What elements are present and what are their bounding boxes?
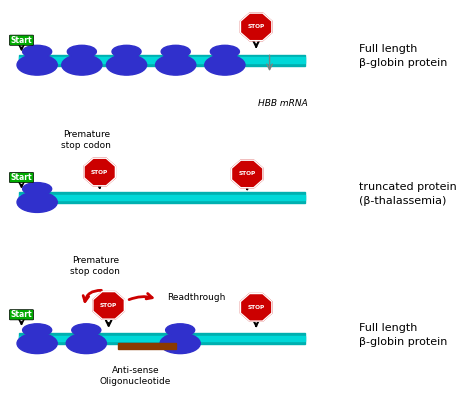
- Text: Readthrough: Readthrough: [167, 293, 225, 302]
- Ellipse shape: [23, 324, 52, 337]
- Text: STOP: STOP: [247, 24, 265, 29]
- Polygon shape: [240, 13, 272, 41]
- Text: STOP: STOP: [91, 169, 109, 175]
- Polygon shape: [240, 293, 272, 321]
- Ellipse shape: [67, 45, 96, 58]
- Text: STOP: STOP: [238, 171, 256, 177]
- Ellipse shape: [62, 55, 102, 75]
- FancyBboxPatch shape: [9, 172, 34, 182]
- Ellipse shape: [160, 333, 201, 354]
- Ellipse shape: [17, 333, 57, 354]
- Text: Start: Start: [11, 310, 32, 319]
- Bar: [19, 192, 305, 203]
- Text: STOP: STOP: [247, 305, 265, 310]
- Ellipse shape: [17, 55, 57, 75]
- Text: Full length
β-globin protein: Full length β-globin protein: [359, 44, 447, 68]
- Text: Start: Start: [11, 173, 32, 182]
- Text: Premature
stop codon: Premature stop codon: [70, 256, 120, 276]
- Polygon shape: [93, 292, 124, 319]
- Ellipse shape: [17, 192, 57, 213]
- Text: STOP: STOP: [100, 303, 117, 308]
- FancyBboxPatch shape: [9, 35, 34, 45]
- Bar: [19, 55, 305, 66]
- Text: Start: Start: [11, 36, 32, 45]
- Polygon shape: [84, 158, 115, 186]
- Ellipse shape: [165, 324, 195, 337]
- Ellipse shape: [72, 324, 101, 337]
- Text: truncated protein
(β-thalassemia): truncated protein (β-thalassemia): [359, 182, 456, 205]
- Text: Anti-sense
Oligonucleotide: Anti-sense Oligonucleotide: [100, 366, 171, 386]
- Bar: [19, 195, 305, 200]
- Bar: [118, 343, 176, 348]
- Bar: [19, 333, 305, 344]
- Ellipse shape: [155, 55, 196, 75]
- Ellipse shape: [23, 45, 52, 58]
- Bar: [19, 58, 305, 63]
- FancyBboxPatch shape: [9, 310, 34, 320]
- Ellipse shape: [161, 45, 190, 58]
- Ellipse shape: [107, 55, 146, 75]
- Ellipse shape: [66, 333, 107, 354]
- Ellipse shape: [210, 45, 239, 58]
- Text: HBB mRNA: HBB mRNA: [258, 100, 308, 109]
- Ellipse shape: [23, 182, 52, 195]
- Polygon shape: [231, 160, 263, 188]
- Ellipse shape: [205, 55, 245, 75]
- Text: Premature
stop codon: Premature stop codon: [61, 130, 111, 150]
- Ellipse shape: [112, 45, 141, 58]
- Bar: [19, 336, 305, 341]
- Text: Full length
β-globin protein: Full length β-globin protein: [359, 323, 447, 347]
